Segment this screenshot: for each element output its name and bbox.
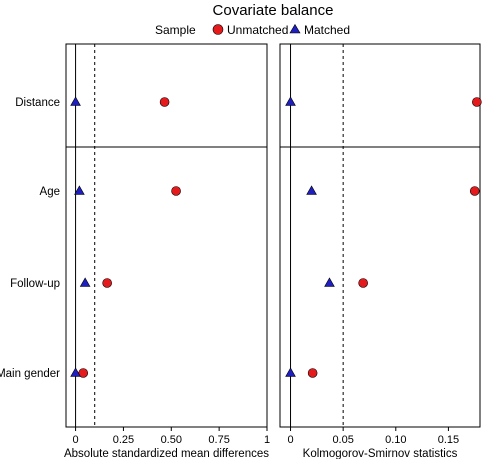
- x-tick-label: 0.75: [208, 434, 229, 446]
- category-label-follow-up: Follow-up: [10, 278, 60, 290]
- point-matched-age: [306, 185, 317, 195]
- point-unmatched-age: [171, 186, 181, 196]
- x-axis-label: Absolute standardized mean differences: [64, 448, 269, 459]
- point-unmatched-main-gender: [307, 368, 318, 378]
- point-unmatched-follow-up: [358, 278, 368, 288]
- legend-matched-label: Matched: [304, 23, 350, 37]
- panels: Distance Age Follow-up Main gender 0 0.25 0.50…: [0, 43, 482, 459]
- legend-unmatched-label: Unmatched: [227, 23, 288, 37]
- chart-title: Covariate balance: [213, 2, 334, 19]
- point-unmatched-distance: [159, 97, 170, 107]
- point-matched-age: [74, 185, 85, 195]
- x-tick-label: 0.10: [385, 434, 406, 446]
- x-tick-label: 1: [264, 434, 270, 446]
- panel-frame: [279, 43, 481, 428]
- legend-title: Sample: [155, 23, 196, 37]
- panel-1: 0 0.25 0.50 0.75 1 Absolute standardized mean…: [64, 43, 270, 459]
- x-tick-label: 0.50: [161, 434, 182, 446]
- point-matched-distance: [285, 96, 296, 106]
- panel-frame: [65, 43, 268, 428]
- x-tick-label: 0: [73, 434, 79, 446]
- panel-2: 0 0.05 0.10 0.15 Kolmogorov-Smirnov statisti…: [279, 43, 482, 459]
- legend-matched-marker: [289, 23, 301, 34]
- legend-unmatched-marker: [212, 24, 224, 35]
- point-matched-main-gender: [70, 367, 81, 377]
- category-label-main-gender: Main gender: [0, 368, 60, 380]
- x-tick-label: 0.25: [113, 434, 134, 446]
- category-label-age: Age: [40, 186, 60, 198]
- x-tick-label: 0: [287, 434, 293, 446]
- point-matched-follow-up: [324, 277, 335, 287]
- point-matched-distance: [70, 96, 81, 106]
- point-matched-main-gender: [285, 367, 296, 377]
- category-label-distance: Distance: [15, 97, 60, 109]
- x-tick-label: 0.05: [332, 434, 353, 446]
- x-tick-label: 0.15: [438, 434, 459, 446]
- point-unmatched-distance: [472, 97, 482, 107]
- legend: Sample Unmatched Matched: [155, 23, 350, 37]
- point-unmatched-follow-up: [102, 278, 112, 288]
- point-matched-follow-up: [79, 277, 91, 287]
- x-axis-label: Kolmogorov-Smirnov statistics: [303, 448, 458, 459]
- point-unmatched-age: [469, 186, 480, 196]
